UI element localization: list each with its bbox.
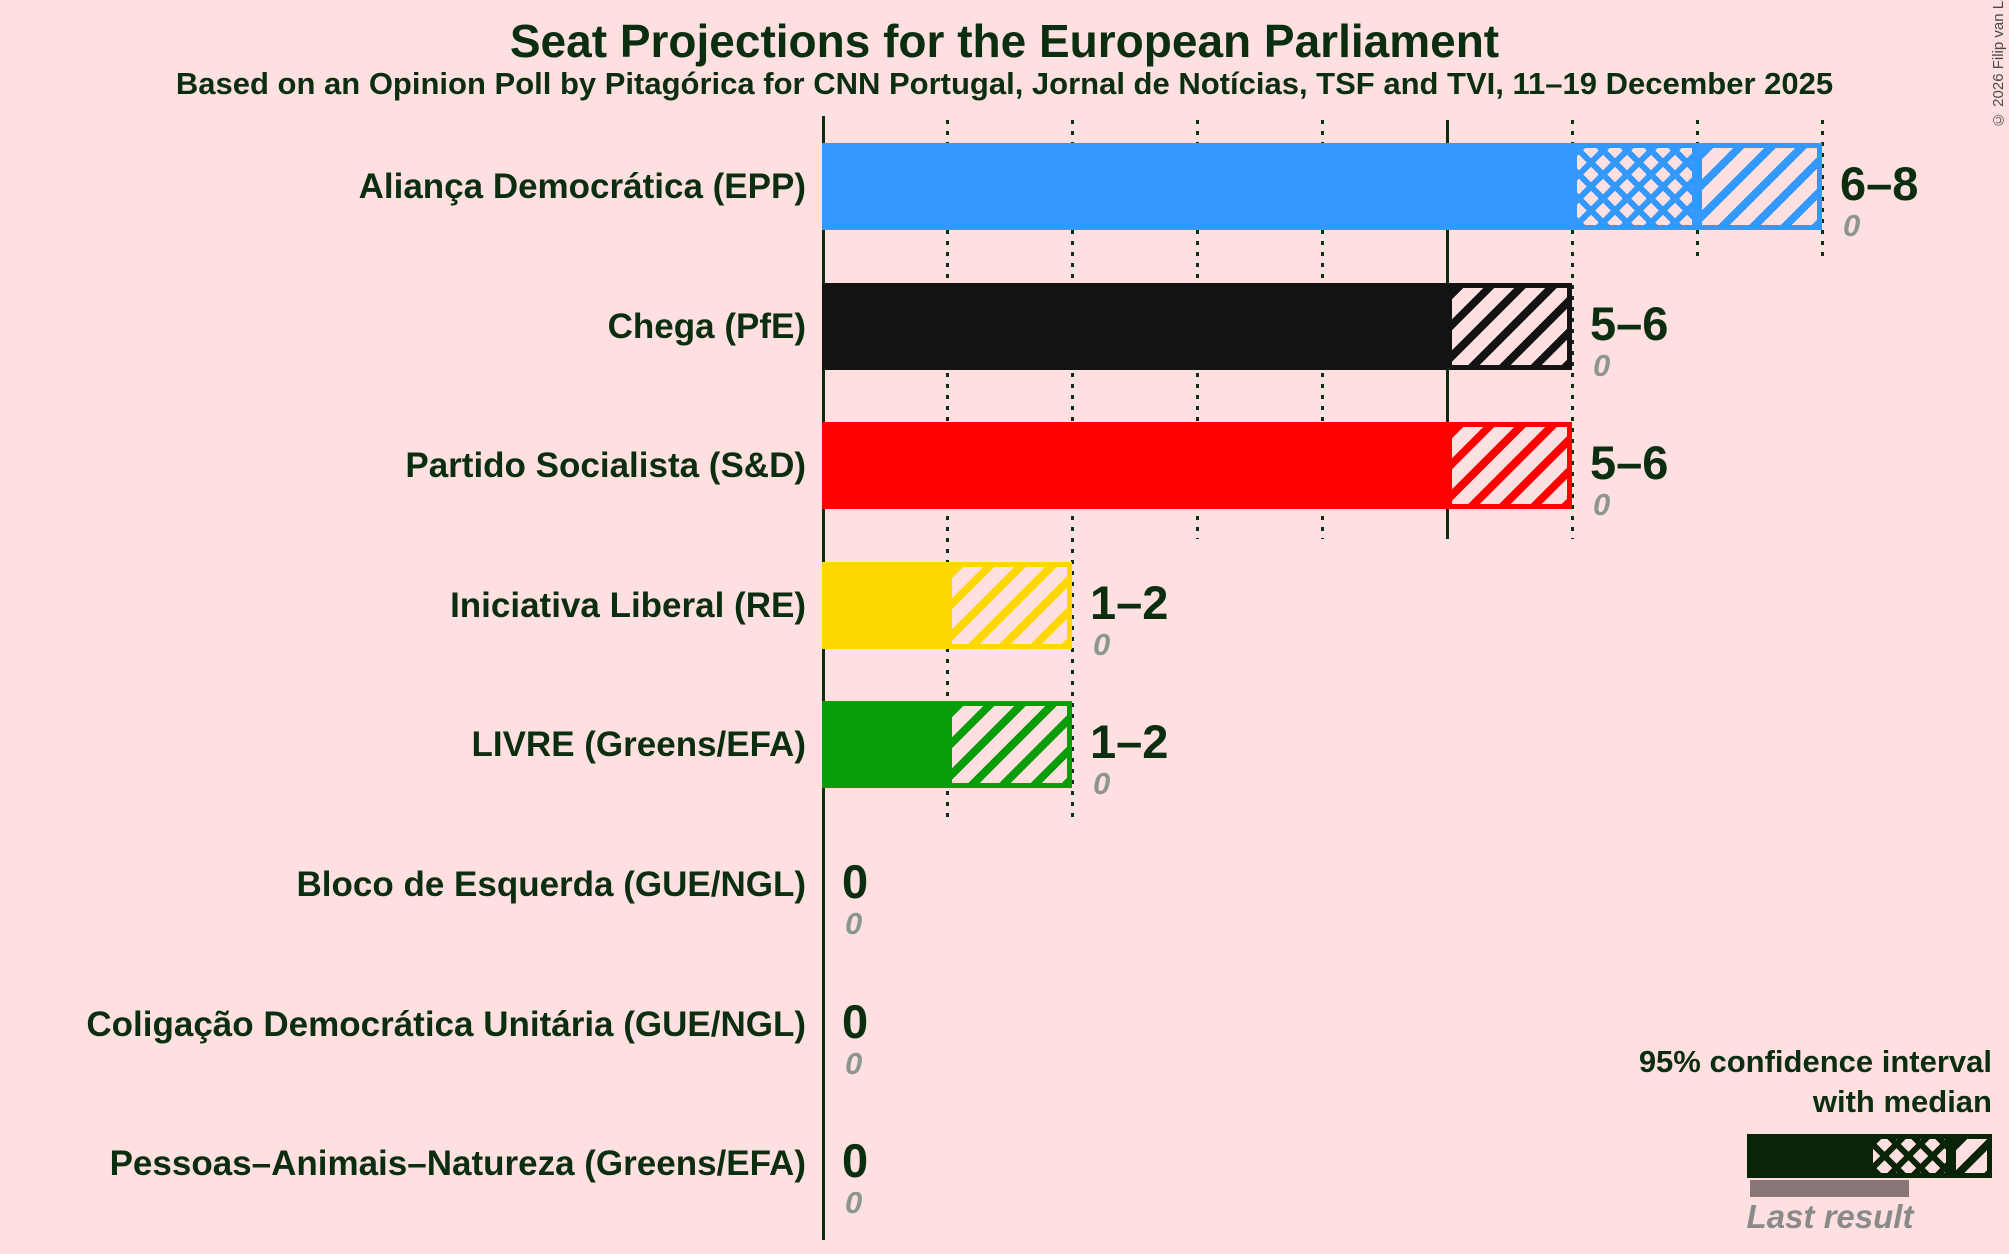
last-result-value: 0 (845, 1045, 863, 1081)
projection-range: 6–8 (1840, 156, 1919, 210)
legend-sample-crosshatch (1868, 1134, 1951, 1178)
legend-caption: 95% confidence interval with median (1292, 1042, 1992, 1122)
party-label: Bloco de Esquerda (GUE/NGL) (296, 864, 807, 904)
copyright-note: © 2026 Filip van Laenen (1990, 0, 2007, 128)
last-result-value: 0 (845, 905, 863, 941)
last-result-value: 0 (1593, 486, 1611, 522)
bar-solid-segment (822, 701, 947, 788)
bar-solid-segment (822, 562, 947, 649)
party-label: Pessoas–Animais–Natureza (Greens/EFA) (109, 1143, 806, 1183)
value-block: 1–2 0 (1090, 714, 1169, 801)
projection-range: 5–6 (1590, 296, 1669, 350)
value-block: 6–8 0 (1840, 156, 1919, 243)
bar-solid-segment (822, 422, 1447, 509)
last-result-value: 0 (1593, 347, 1611, 383)
legend-last-result-bar (1750, 1180, 1909, 1197)
party-label: Coligação Democrática Unitária (GUE/NGL) (86, 1004, 806, 1044)
minor-gridline-seat-6 (1571, 120, 1574, 539)
bar-diagonal-segment (947, 701, 1072, 788)
legend-last-result-label: Last result (1746, 1198, 1914, 1235)
bar-diagonal-segment (1697, 143, 1822, 230)
value-block: 5–6 0 (1590, 435, 1669, 522)
bar-solid-segment (822, 143, 1572, 230)
bar-crosshatch-segment (1572, 143, 1697, 230)
last-result-value: 0 (845, 1184, 863, 1220)
party-label: Iniciativa Liberal (RE) (450, 585, 806, 625)
bar-diagonal-segment (1447, 422, 1572, 509)
legend-line2: with median (1812, 1084, 1992, 1119)
last-result-value: 0 (1093, 626, 1111, 662)
value-block: 5–6 0 (1590, 296, 1669, 383)
party-label: Aliança Democrática (EPP) (358, 166, 806, 206)
party-label: Partido Socialista (S&D) (405, 445, 806, 485)
last-result-value: 0 (1093, 765, 1111, 801)
projection-range: 1–2 (1090, 575, 1169, 629)
chart-subtitle: Based on an Opinion Poll by Pitagórica f… (175, 66, 1834, 101)
value-block: 1–2 0 (1090, 575, 1169, 662)
chart-title: Seat Projections for the European Parlia… (509, 15, 1500, 67)
projection-range: 1–2 (1090, 714, 1169, 768)
projection-range: 0 (842, 994, 869, 1048)
projection-range: 0 (842, 854, 869, 908)
last-result-value: 0 (1843, 207, 1861, 243)
y-axis-line (822, 116, 825, 1240)
legend-line1: 95% confidence interval (1638, 1044, 1992, 1079)
legend-sample-solid (1747, 1134, 1868, 1178)
projection-range: 5–6 (1590, 435, 1669, 489)
projection-range: 0 (842, 1133, 869, 1187)
bar-diagonal-segment (1447, 283, 1572, 370)
minor-gridline-seat-8 (1821, 120, 1824, 260)
legend-sample-diagonal (1951, 1134, 1992, 1178)
party-label: LIVRE (Greens/EFA) (471, 724, 806, 764)
party-label: Chega (PfE) (607, 306, 806, 346)
bar-solid-segment (822, 283, 1447, 370)
bar-diagonal-segment (947, 562, 1072, 649)
